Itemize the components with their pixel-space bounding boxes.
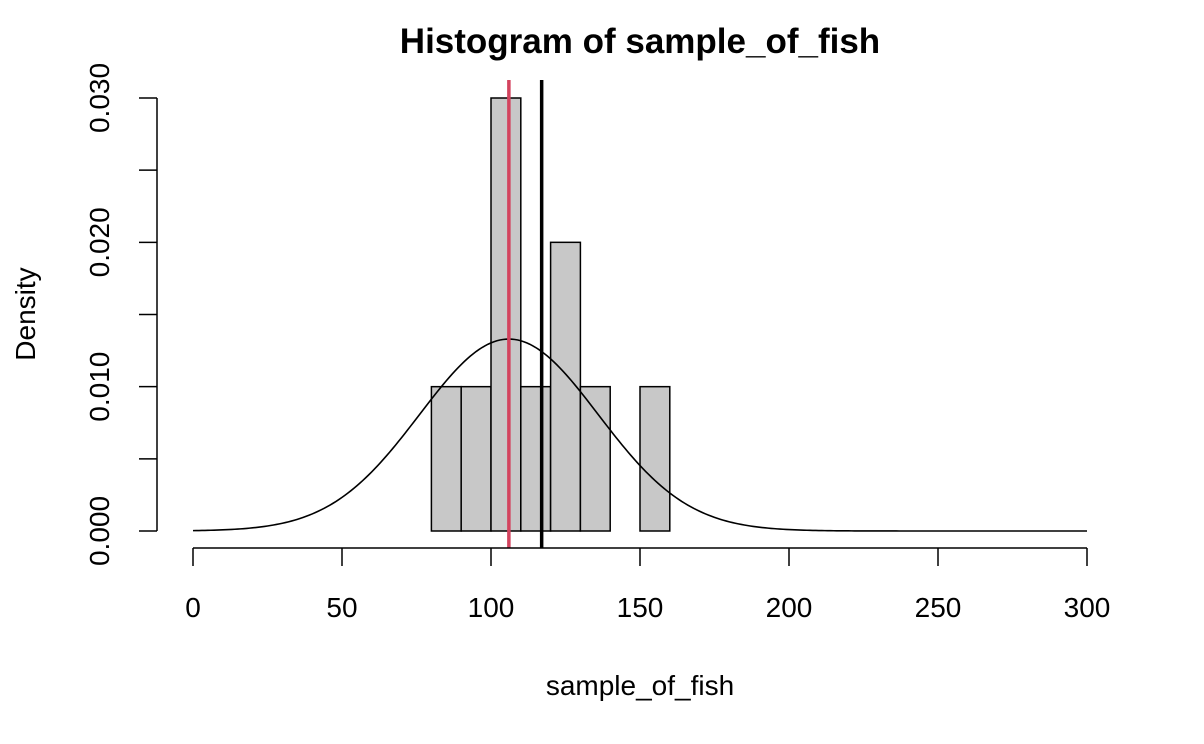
normal-curve xyxy=(192,338,1087,532)
reference-lines xyxy=(507,80,544,548)
histogram-bar xyxy=(520,385,552,532)
x-axis-label: sample_of_fish xyxy=(546,670,734,701)
histogram-bar xyxy=(430,385,462,532)
x-tick-label: 200 xyxy=(766,592,813,623)
x-tick-label: 150 xyxy=(617,592,664,623)
histogram-bars xyxy=(430,97,671,532)
y-tick-label: 0.010 xyxy=(84,352,115,422)
histogram-bar xyxy=(579,385,611,532)
histogram-bar xyxy=(490,97,522,532)
chart-title: Histogram of sample_of_fish xyxy=(400,22,880,61)
y-tick-label: 0.020 xyxy=(84,207,115,277)
normal-curve-layer xyxy=(192,338,1087,532)
histogram-bar xyxy=(639,385,671,532)
x-tick-label: 250 xyxy=(915,592,962,623)
histogram-bar xyxy=(460,385,492,532)
x-tick-label: 0 xyxy=(185,592,201,623)
y-axis-label: Density xyxy=(10,267,41,360)
x-tick-label: 100 xyxy=(468,592,515,623)
x-tick-label: 300 xyxy=(1064,592,1111,623)
x-tick-label: 50 xyxy=(326,592,357,623)
x-axis: 0 50 100 150 200 250 300 xyxy=(185,547,1111,623)
y-tick-label: 0.000 xyxy=(84,496,115,566)
y-axis: 0.000 0.010 0.020 0.030 xyxy=(84,63,158,566)
y-tick-label: 0.030 xyxy=(84,63,115,133)
